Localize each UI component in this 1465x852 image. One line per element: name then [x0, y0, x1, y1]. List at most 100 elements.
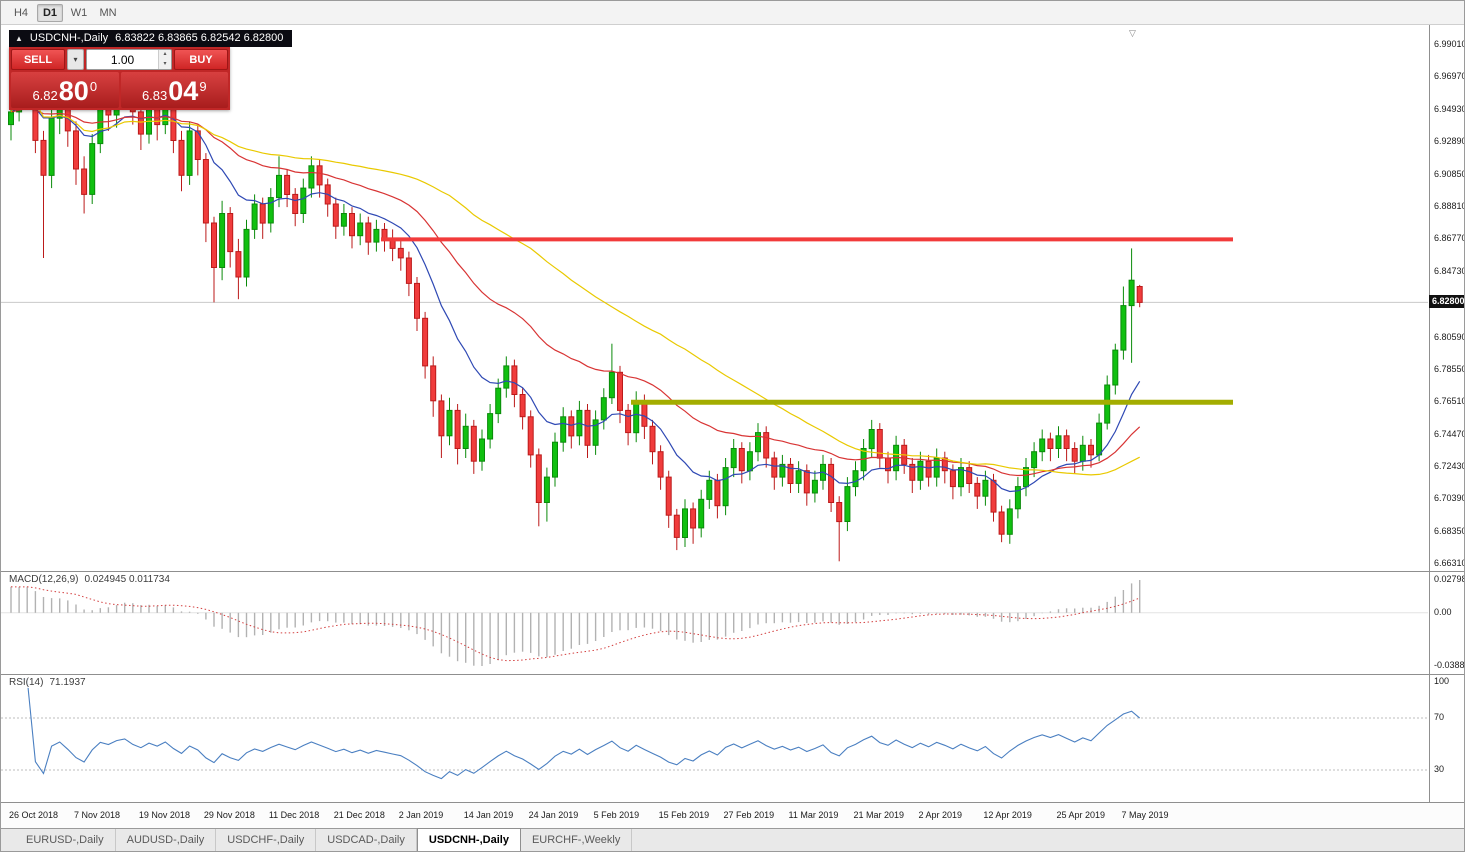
- time-axis-label: 2 Apr 2019: [918, 810, 962, 820]
- buy-price-point: 9: [199, 79, 207, 94]
- rsi-value: 71.1937: [49, 677, 86, 688]
- time-axis-label: 29 Nov 2018: [203, 810, 255, 820]
- volume-dropdown-button[interactable]: ▾: [67, 49, 84, 70]
- price-axis-label: 6.68350: [1434, 525, 1465, 536]
- panel-toggle-icon[interactable]: ▲: [15, 33, 23, 43]
- price-axis-label: 6.74470: [1434, 428, 1465, 439]
- macd-indicator-pane: MACD(12,26,9) 0.024945 0.011734 0.027984…: [1, 571, 1465, 674]
- price-axis-label: 6.94930: [1434, 103, 1465, 114]
- price-chart-canvas[interactable]: [1, 25, 1428, 571]
- rsi-axis-label: 30: [1434, 764, 1445, 774]
- buy-button[interactable]: BUY: [174, 49, 228, 70]
- chart-ohlc-values: 6.83822 6.83865 6.82542 6.82800: [115, 32, 284, 44]
- time-axis-label: 25 Apr 2019: [1056, 810, 1106, 820]
- time-axis-label: 5 Feb 2019: [593, 810, 640, 820]
- price-axis-label: 6.66310: [1434, 558, 1465, 569]
- price-axis-label: 6.72430: [1434, 461, 1465, 472]
- time-axis-label: 15 Feb 2019: [658, 810, 710, 820]
- macd-signal-line: [10, 586, 1140, 662]
- sell-price-integer: 6.82: [32, 88, 58, 103]
- ma-slow-line: [10, 88, 1140, 476]
- time-axis-label: 7 May 2019: [1121, 810, 1169, 820]
- volume-stepper: ▴ ▾: [158, 50, 171, 69]
- sell-price-button[interactable]: 6.82 80 0: [11, 72, 119, 108]
- candles-series: [8, 64, 1143, 562]
- timeframe-button-mn[interactable]: MN: [99, 6, 117, 19]
- buy-price-integer: 6.83: [141, 88, 168, 103]
- time-axis-label: 19 Nov 2018: [138, 810, 190, 820]
- macd-values: 0.024945 0.011734: [84, 574, 170, 585]
- time-axis-label: 26 Oct 2018: [9, 810, 59, 820]
- sell-price-pips: 80: [58, 76, 89, 106]
- ma-fast-line: [10, 102, 1141, 493]
- macd-axis[interactable]: 0.027984 0.00 -0.038874: [1429, 572, 1465, 674]
- price-chart-pane: ▽ ▲ USDCNH-,Daily 6.83822 6.83865 6.8254…: [1, 25, 1465, 571]
- rsi-indicator-pane: RSI(14) 71.1937 100 70 30: [1, 674, 1464, 802]
- autoscroll-marker[interactable]: ▽: [1129, 28, 1136, 38]
- time-axis-label: 27 Feb 2019: [723, 810, 775, 820]
- rsi-axis-label: 100: [1434, 676, 1450, 686]
- ma-mid-line: [10, 107, 1141, 477]
- price-axis-label: 6.84730: [1434, 265, 1465, 276]
- rsi-name: RSI(14): [9, 677, 44, 688]
- tab-eurchf-weekly[interactable]: EURCHF-,Weekly: [521, 829, 633, 851]
- time-axis-label: 21 Dec 2018: [333, 810, 385, 820]
- rsi-indicator-label: RSI(14) 71.1937: [6, 677, 89, 688]
- time-axis-label: 24 Jan 2019: [528, 810, 579, 820]
- time-axis-label: 11 Mar 2019: [788, 810, 839, 820]
- macd-histogram: [10, 580, 1141, 666]
- sell-button[interactable]: SELL: [11, 49, 65, 70]
- price-axis-label: 6.99010: [1434, 39, 1465, 49]
- sell-price-point: 0: [89, 79, 98, 94]
- buy-price-button[interactable]: 6.83 04 9: [120, 72, 228, 108]
- macd-axis-label: 0.00: [1434, 606, 1452, 617]
- tab-audusd-daily[interactable]: AUDUSD-,Daily: [116, 829, 217, 851]
- time-axis[interactable]: 26 Oct 2018 7 Nov 2018 19 Nov 2018 29 Nov 2…: [1, 802, 1464, 828]
- volume-increase-button[interactable]: ▴: [159, 50, 171, 60]
- price-axis-label: 6.96970: [1434, 71, 1465, 82]
- tab-eurusd-daily[interactable]: EURUSD-,Daily: [15, 829, 116, 851]
- macd-axis-label: 0.027984: [1434, 574, 1464, 584]
- time-axis-label: 21 Mar 2019: [853, 810, 905, 820]
- time-axis-label: 14 Jan 2019: [463, 810, 514, 820]
- rsi-chart-canvas[interactable]: [1, 675, 1428, 802]
- price-axis-label: 6.78550: [1434, 363, 1465, 374]
- price-axis-label: 6.76510: [1434, 396, 1465, 407]
- time-axis-label: 2 Jan 2019: [398, 810, 444, 820]
- rsi-axis-label: 70: [1434, 712, 1445, 722]
- tab-usdcad-daily[interactable]: USDCAD-,Daily: [316, 829, 417, 851]
- volume-field-wrap: ▴ ▾: [86, 49, 172, 70]
- price-axis-label: 6.80590: [1434, 331, 1465, 342]
- chart-tab-bar: EURUSD-,Daily AUDUSD-,Daily USDCHF-,Daily U…: [1, 828, 1464, 851]
- macd-chart-canvas[interactable]: [1, 572, 1428, 674]
- macd-axis-label: -0.038874: [1434, 660, 1465, 670]
- price-axis-label: 6.90850: [1434, 168, 1465, 179]
- chart-symbol-label: USDCNH-,Daily: [29, 32, 109, 44]
- volume-decrease-button[interactable]: ▾: [159, 59, 171, 69]
- time-axis-label: 7 Nov 2018: [73, 810, 120, 820]
- timeframe-toolbar: H4 D1 W1 MN: [1, 1, 1464, 25]
- tab-usdcnh-daily[interactable]: USDCNH-,Daily: [416, 828, 521, 851]
- price-axis-label: 6.88810: [1434, 200, 1465, 211]
- timeframe-button-w1[interactable]: W1: [70, 6, 88, 19]
- timeframe-button-group: H4 D1 W1 MN: [8, 3, 121, 22]
- chart-title-bar: ▲ USDCNH-,Daily 6.83822 6.83865 6.82542 …: [9, 30, 293, 47]
- chevron-down-icon: ▾: [73, 55, 78, 64]
- buy-price-pips: 04: [168, 76, 199, 106]
- rsi-axis[interactable]: 100 70 30: [1429, 675, 1464, 802]
- current-price-badge: 6.82800: [1429, 295, 1464, 309]
- price-axis-label: 6.70390: [1434, 493, 1465, 504]
- price-axis-label: 6.92890: [1434, 136, 1465, 147]
- timeframe-button-h4[interactable]: H4: [13, 6, 29, 19]
- rsi-line: [19, 678, 1141, 780]
- timeframe-button-d1[interactable]: D1: [37, 3, 63, 22]
- volume-input[interactable]: [87, 50, 158, 69]
- price-axis-label: 6.86770: [1434, 233, 1465, 244]
- time-axis-label: 12 Apr 2019: [983, 810, 1032, 820]
- macd-name: MACD(12,26,9): [9, 574, 79, 585]
- macd-indicator-label: MACD(12,26,9) 0.024945 0.011734: [6, 574, 173, 585]
- tab-usdchf-daily[interactable]: USDCHF-,Daily: [216, 829, 317, 851]
- time-axis-label: 11 Dec 2018: [268, 810, 320, 820]
